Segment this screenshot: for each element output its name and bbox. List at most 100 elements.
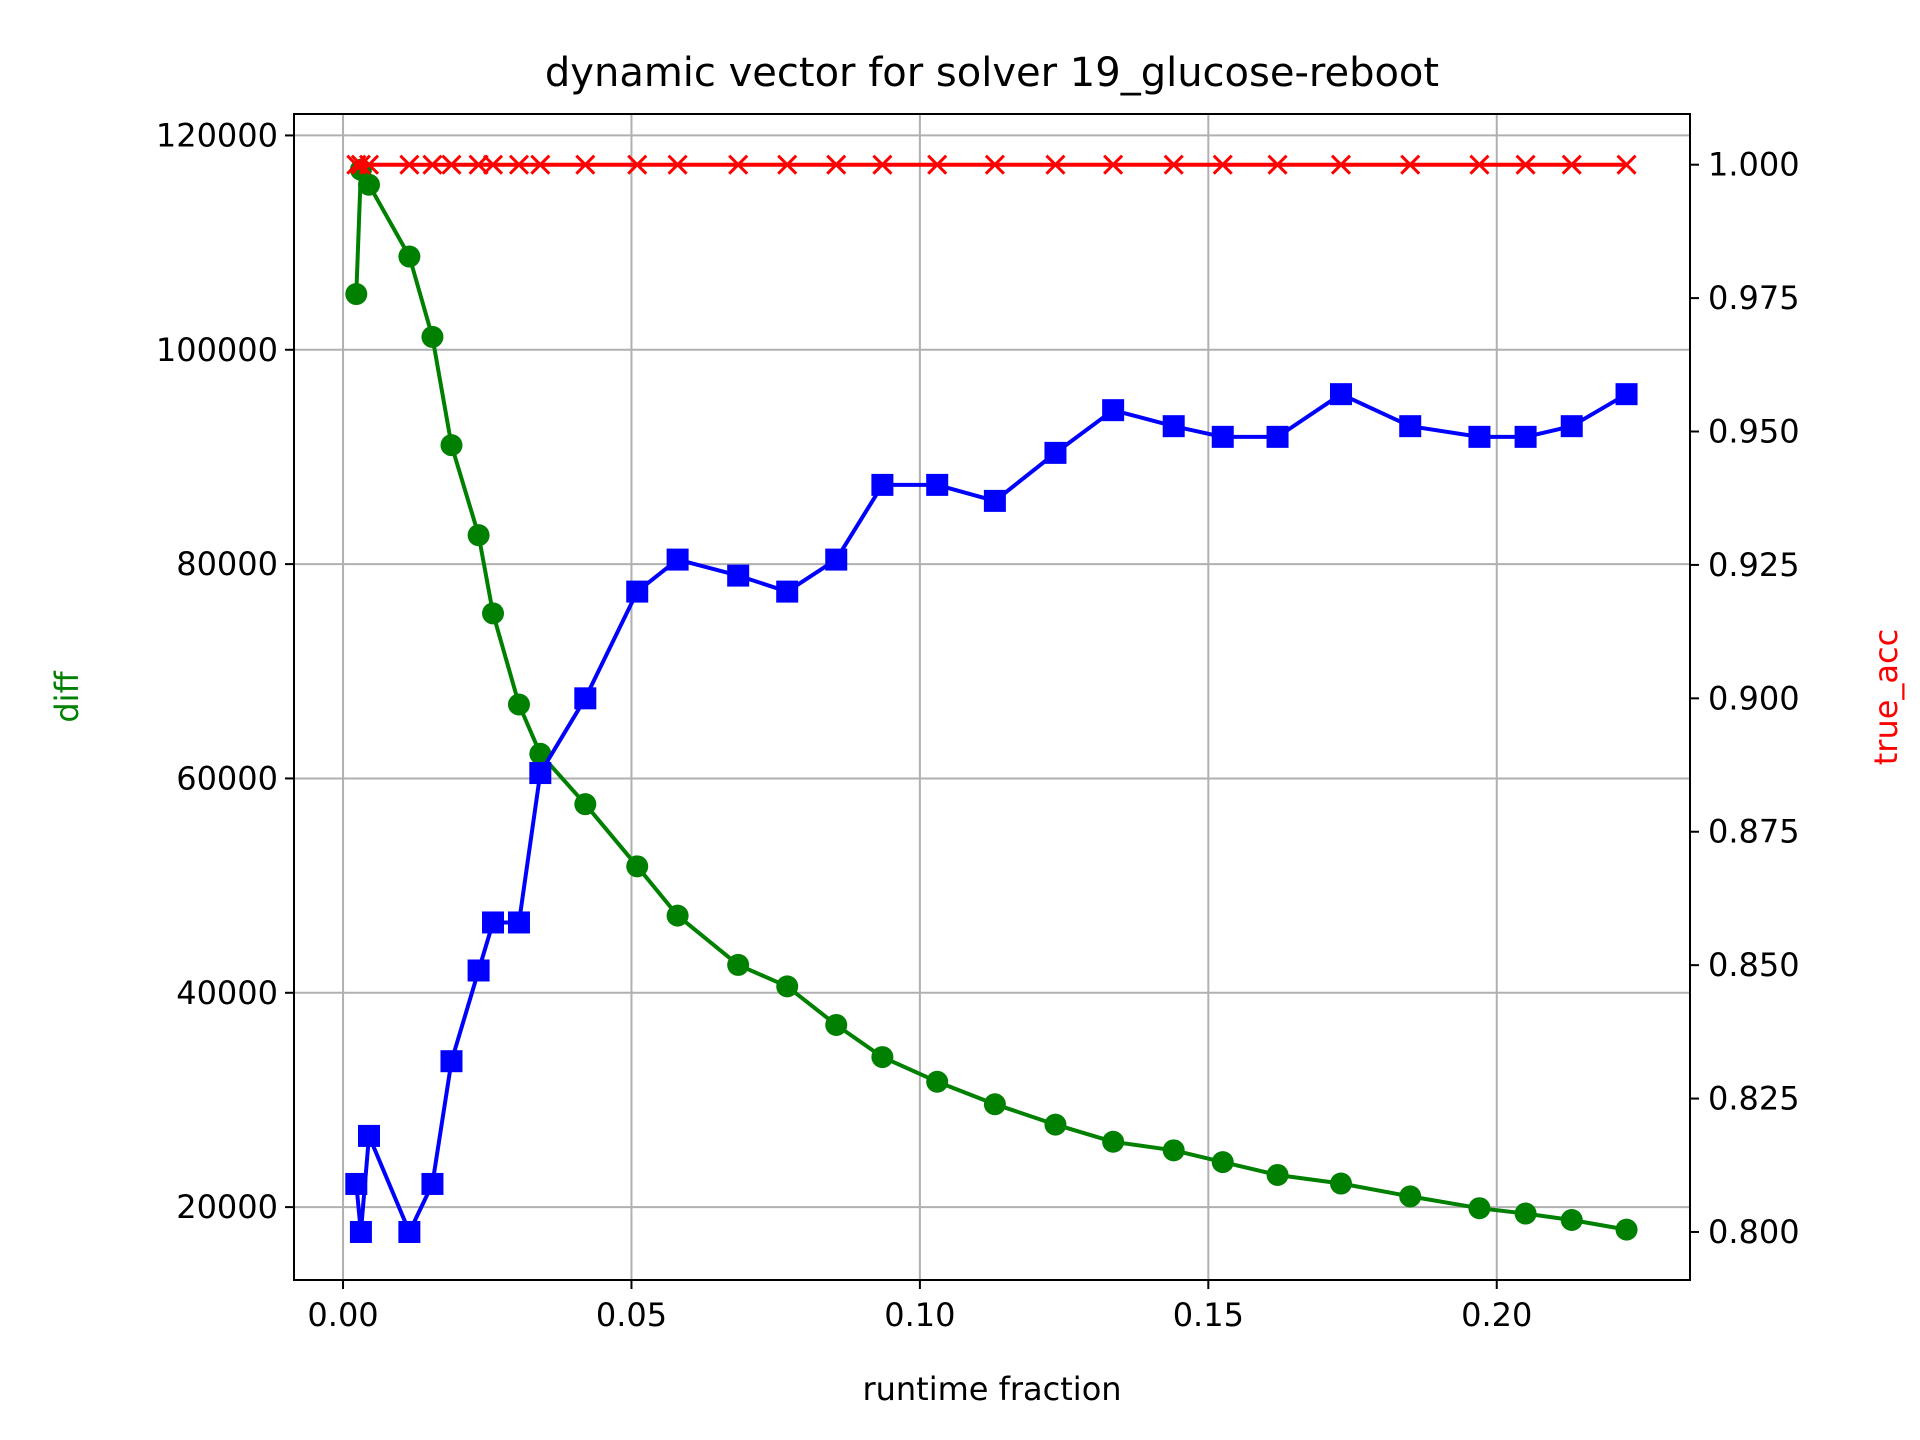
data-point	[1044, 1113, 1067, 1136]
y2-tick-label: 0.875	[1708, 813, 1800, 851]
data-point	[441, 154, 462, 175]
data-point	[1400, 154, 1421, 175]
data-point	[1560, 415, 1583, 438]
y2-tick-label: 0.850	[1708, 946, 1800, 984]
data-point	[1330, 1172, 1352, 1195]
data-point	[482, 911, 505, 934]
data-point	[626, 580, 649, 603]
data-point	[1468, 425, 1491, 448]
y2-tick-label: 0.825	[1708, 1080, 1800, 1118]
data-point	[1515, 154, 1536, 175]
series-line	[354, 167, 1627, 1232]
series-2	[346, 154, 1637, 175]
data-point	[574, 687, 597, 710]
data-point	[825, 548, 848, 571]
data-point	[927, 154, 948, 175]
data-point	[1399, 415, 1422, 438]
data-point	[345, 1172, 368, 1195]
y-tick-label: 40000	[176, 974, 278, 1012]
data-point	[529, 742, 552, 765]
data-point	[398, 245, 421, 268]
y-axis-label-diff: diff	[48, 670, 86, 722]
data-point	[482, 602, 505, 625]
data-point	[1266, 425, 1289, 448]
y2-axis-label-true-acc: true_acc	[1867, 629, 1905, 765]
data-point	[1102, 1130, 1125, 1153]
data-point	[357, 173, 380, 196]
data-point	[467, 524, 490, 547]
data-point	[666, 904, 689, 927]
data-point	[926, 473, 949, 496]
data-point	[1211, 1151, 1234, 1174]
data-point	[1211, 425, 1234, 448]
y-tick-label: 120000	[156, 116, 278, 154]
data-point	[1162, 1139, 1185, 1162]
series-layer	[345, 154, 1638, 1243]
data-point	[727, 564, 750, 587]
data-point	[666, 548, 689, 571]
data-point	[1045, 154, 1066, 175]
data-point	[1267, 154, 1288, 175]
y2-tick-label: 0.925	[1708, 546, 1800, 584]
y-tick-label: 60000	[176, 759, 278, 797]
data-point	[1469, 154, 1490, 175]
data-point	[1103, 154, 1124, 175]
data-point	[345, 283, 368, 306]
x-tick-label: 0.20	[1461, 1296, 1532, 1334]
data-point	[508, 154, 530, 175]
data-point	[399, 154, 420, 175]
y-tick-label: 100000	[156, 331, 278, 369]
data-point	[1102, 399, 1125, 422]
data-point	[358, 154, 380, 175]
data-point	[1330, 383, 1352, 406]
plot-frame	[293, 113, 1691, 1281]
data-point	[1266, 1163, 1289, 1186]
data-point	[530, 154, 551, 175]
data-point	[825, 1013, 848, 1036]
data-point	[482, 154, 504, 175]
x-tick-label: 0.05	[596, 1296, 667, 1334]
data-point	[871, 1046, 894, 1069]
data-point	[349, 1220, 372, 1243]
data-point	[529, 762, 552, 785]
data-point	[468, 154, 489, 175]
y2-tick-label: 0.975	[1708, 279, 1800, 317]
data-point	[575, 154, 596, 175]
data-point	[398, 1220, 421, 1243]
data-point	[626, 855, 649, 878]
data-point	[574, 793, 597, 816]
data-point	[1330, 154, 1352, 175]
data-point	[1616, 154, 1637, 175]
data-point	[1615, 383, 1638, 406]
y-tick-label: 80000	[176, 545, 278, 583]
y2-tick-label: 0.900	[1708, 679, 1800, 717]
x-axis-label: runtime fraction	[862, 1370, 1121, 1408]
data-point	[1163, 154, 1184, 175]
data-point	[777, 154, 798, 175]
data-point	[422, 154, 443, 175]
data-point	[350, 154, 371, 175]
series-1	[345, 383, 1638, 1243]
data-point	[1468, 1197, 1491, 1220]
data-point	[1561, 154, 1582, 175]
data-point	[1615, 1218, 1638, 1241]
data-point	[467, 959, 490, 982]
data-point	[627, 154, 648, 175]
ticks: 0.00 0.05 0.10 0.15 0.20 20000 40000 60000 80000…	[156, 116, 1800, 1334]
data-point	[984, 154, 1005, 175]
data-point	[1514, 425, 1537, 448]
data-point	[926, 1070, 949, 1093]
data-point	[421, 1172, 444, 1195]
data-point	[357, 1124, 380, 1147]
data-point	[1399, 1185, 1422, 1208]
data-point	[421, 325, 444, 348]
data-point	[826, 154, 847, 175]
data-point	[1044, 441, 1067, 464]
y-tick-label: 20000	[176, 1188, 278, 1226]
data-point	[983, 1093, 1006, 1116]
y2-tick-label: 0.800	[1708, 1213, 1800, 1251]
data-point	[727, 953, 750, 976]
data-point	[1212, 154, 1233, 175]
